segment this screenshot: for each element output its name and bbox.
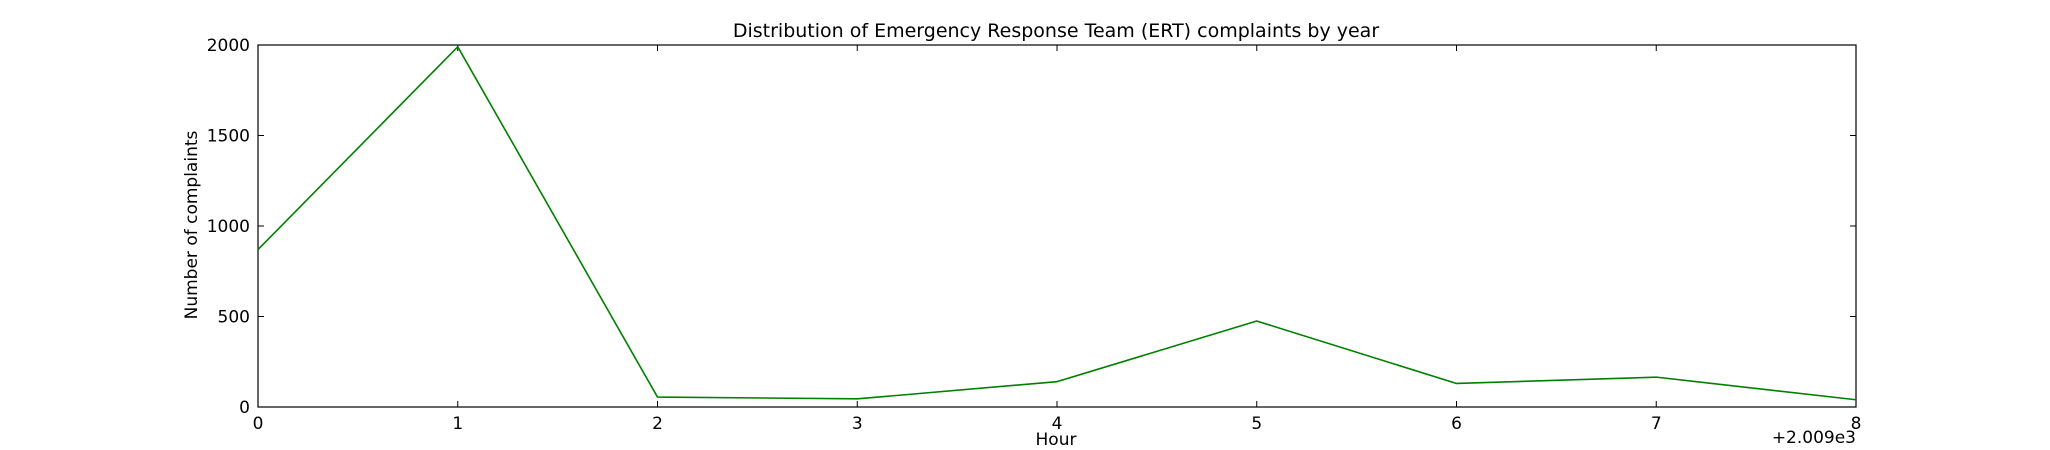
x-tick-label: 4 (1052, 414, 1063, 434)
x-tick-label: 7 (1651, 414, 1662, 434)
y-tick-label: 1500 (207, 127, 250, 147)
x-axis-offset-text: +2.009e3 (1772, 428, 1856, 448)
y-tick-label: 500 (218, 308, 250, 328)
y-tick-label: 0 (239, 398, 250, 418)
x-tick-label: 2 (652, 414, 663, 434)
x-axis-label: Hour (1036, 430, 1077, 450)
x-tick-label: 8 (1851, 414, 1862, 434)
x-tick-label: 1 (452, 414, 463, 434)
series-line-0 (257, 46, 1857, 401)
x-tick-label: 3 (852, 414, 863, 434)
y-tick-label: 2000 (207, 36, 250, 56)
chart-title: Distribution of Emergency Response Team … (733, 20, 1379, 42)
y-axis-label: Number of complaints (182, 130, 202, 319)
axis-ticks: 0 1 2 3 4 5 6 7 8 0 500 1000 1500 2000 (207, 36, 1862, 434)
plot-frame (257, 44, 1857, 408)
x-tick-label: 0 (253, 414, 264, 434)
plot-area (257, 44, 1857, 408)
x-tick-label: 6 (1451, 414, 1462, 434)
y-tick-label: 1000 (207, 217, 250, 237)
series-layer (257, 46, 1857, 401)
x-tick-label: 5 (1251, 414, 1262, 434)
